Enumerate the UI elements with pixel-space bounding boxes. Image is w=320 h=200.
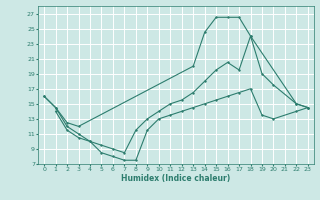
X-axis label: Humidex (Indice chaleur): Humidex (Indice chaleur) [121,174,231,183]
